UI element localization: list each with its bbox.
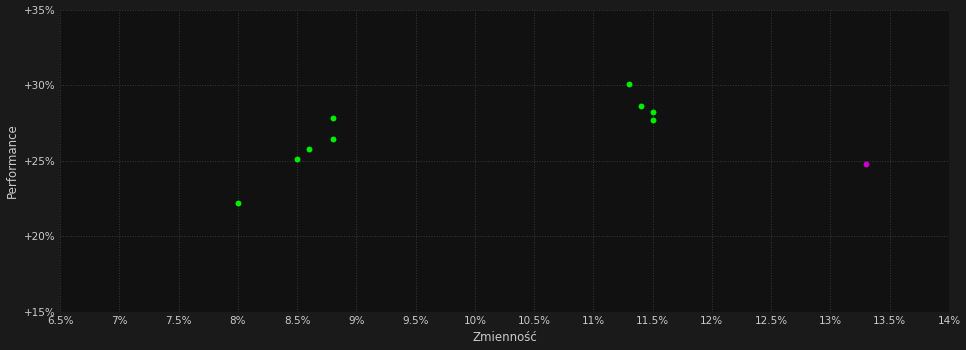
Point [621,81,637,86]
Y-axis label: Performance: Performance [6,123,18,198]
Point [645,110,661,115]
Point [325,116,340,121]
Point [290,156,305,162]
Point [645,117,661,122]
Point [325,137,340,142]
Point [230,200,245,206]
Point [858,161,873,167]
Point [301,146,317,151]
X-axis label: Zmienność: Zmienność [472,331,537,344]
Point [633,104,648,109]
